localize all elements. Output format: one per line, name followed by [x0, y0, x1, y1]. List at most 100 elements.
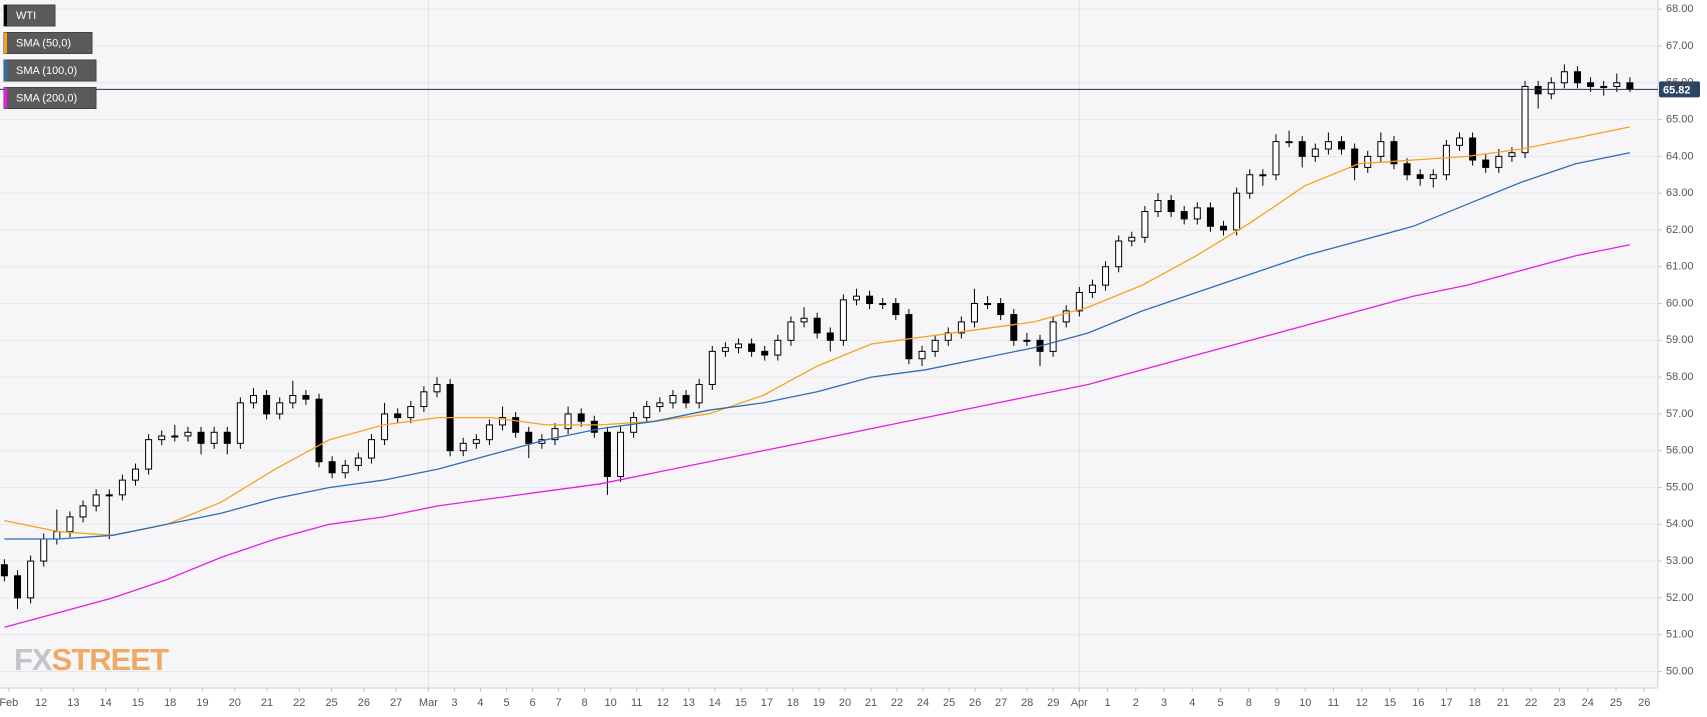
x-tick-label: 21 — [261, 697, 273, 709]
candle-body — [171, 435, 179, 438]
candle-body — [1167, 200, 1175, 213]
candle-body — [1141, 211, 1149, 238]
candle-body — [105, 494, 113, 497]
x-tick-label: 15 — [132, 697, 144, 709]
candle-body — [420, 391, 428, 408]
x-tick-label: 9 — [1274, 697, 1280, 709]
x-tick-label: 24 — [917, 697, 929, 709]
candle-body — [643, 406, 651, 419]
candle-body — [1613, 82, 1621, 87]
x-tick-label: 14 — [709, 697, 721, 709]
x-tick-label: 25 — [943, 697, 955, 709]
candle-body — [735, 343, 743, 349]
legend-label: WTI — [16, 10, 36, 22]
y-tick-label: 55.00 — [1666, 481, 1694, 493]
candle-body — [1311, 148, 1319, 157]
last-price-tag — [1659, 81, 1700, 98]
candle-body — [302, 395, 310, 400]
candle-body — [695, 383, 703, 404]
candle-body — [787, 321, 795, 341]
candle-body — [1180, 211, 1188, 220]
candle-body — [1246, 174, 1254, 194]
candle-body — [1102, 266, 1110, 286]
candle-body — [1128, 236, 1136, 242]
candle-body — [1075, 291, 1083, 312]
candle-body — [1220, 225, 1228, 231]
x-tick-label: Apr — [1071, 697, 1088, 709]
legend-label: SMA (50,0) — [16, 37, 71, 49]
x-tick-label: 22 — [1525, 697, 1537, 709]
candle-body — [381, 413, 389, 441]
x-tick-label: 15 — [1384, 697, 1396, 709]
candle-body — [879, 303, 887, 306]
candle-body — [223, 431, 231, 444]
candle-body — [1324, 141, 1332, 150]
y-tick-label: 62.00 — [1666, 224, 1694, 236]
candle-body — [1377, 141, 1385, 157]
candle-body — [656, 402, 664, 408]
sma-line — [4, 152, 1631, 540]
candle-body — [197, 431, 205, 444]
candle-body — [1049, 321, 1057, 352]
x-tick-label: 11 — [631, 697, 642, 709]
plot-background — [0, 0, 1658, 688]
candle-body — [1416, 174, 1424, 179]
candle-body — [1206, 207, 1214, 227]
x-tick-label: 17 — [1440, 697, 1452, 709]
candle-body — [970, 303, 978, 323]
x-tick-label: 16 — [1412, 697, 1424, 709]
y-tick-label: 59.00 — [1666, 334, 1694, 346]
candle-body — [485, 424, 493, 441]
candle-body — [236, 402, 244, 444]
candle-body — [433, 383, 441, 393]
candle-body — [328, 461, 336, 474]
candle-body — [1521, 85, 1529, 154]
candle-body — [27, 560, 35, 599]
x-tick-label: 25 — [325, 697, 337, 709]
y-tick-label: 61.00 — [1666, 261, 1694, 273]
candle-body — [1272, 141, 1280, 176]
candle-body — [1351, 148, 1359, 168]
candle-body — [839, 299, 847, 341]
x-tick-label: 18 — [1469, 697, 1481, 709]
x-tick-label: 20 — [229, 697, 241, 709]
x-tick-label: 1 — [1104, 697, 1110, 709]
x-tick-label: 21 — [865, 697, 877, 709]
candle-body — [1154, 200, 1162, 213]
candle-body — [1482, 159, 1490, 168]
x-tick-label: 19 — [196, 697, 208, 709]
candle-body — [1508, 152, 1516, 157]
legend-label: SMA (100,0) — [16, 65, 77, 77]
x-tick-label: 17 — [761, 697, 773, 709]
candle-body — [276, 402, 284, 415]
candle-body — [1560, 71, 1568, 84]
candle-body — [1547, 82, 1555, 95]
candle-body — [774, 339, 782, 356]
x-tick-label: 3 — [451, 697, 457, 709]
candle-body — [1442, 144, 1450, 176]
candle-body — [1285, 141, 1293, 144]
y-tick-label: 54.00 — [1666, 518, 1694, 530]
x-tick-label: 24 — [1582, 697, 1594, 709]
candle-body — [931, 339, 939, 352]
candle-body — [1233, 192, 1241, 231]
candle-body — [512, 417, 520, 433]
x-tick-label: 12 — [657, 697, 669, 709]
candle-body — [145, 439, 153, 470]
candle-body — [53, 531, 61, 540]
last-price-label: 65.82 — [1663, 84, 1691, 96]
y-tick-label: 60.00 — [1666, 297, 1694, 309]
candle-body — [79, 505, 87, 518]
legend-swatch — [4, 60, 7, 81]
candle-body — [158, 435, 166, 441]
x-tick-label: 8 — [1246, 697, 1252, 709]
candle-body — [761, 350, 769, 356]
candle-body — [997, 303, 1005, 316]
x-tick-label: 13 — [67, 697, 79, 709]
candle-body — [1587, 82, 1595, 87]
x-tick-label: 22 — [293, 697, 305, 709]
candle-body — [1115, 240, 1123, 268]
x-tick-label: 26 — [1638, 697, 1650, 709]
x-tick-label: 4 — [1189, 697, 1195, 709]
